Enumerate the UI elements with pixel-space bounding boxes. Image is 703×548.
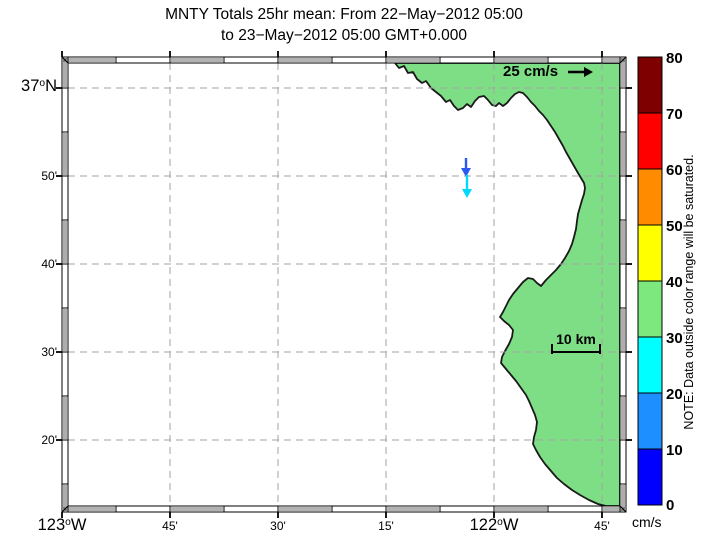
colorbar	[637, 56, 663, 506]
map-frame	[56, 51, 632, 518]
vector-scale-label: 25 cm/s	[503, 63, 559, 80]
x-tick-45b: 45'	[594, 519, 610, 533]
colorbar-segment	[637, 336, 663, 394]
plot-title-line1: MNTY Totals 25hr mean: From 22−May−2012 …	[165, 6, 523, 23]
frame-line	[61, 56, 69, 64]
colorbar-note: NOTE: Data outside color range will be s…	[682, 154, 696, 430]
cb-tick-80: 80	[666, 50, 683, 67]
colorbar-segment	[637, 224, 663, 282]
x-tick-30: 30'	[270, 519, 286, 533]
colorbar-segment	[637, 168, 663, 226]
graticule-grid	[68, 63, 620, 506]
y-tick-37N: 37oN	[21, 77, 57, 95]
colorbar-segment	[637, 448, 663, 506]
vector-scale-arrow	[568, 67, 593, 77]
land-polygon	[394, 62, 621, 507]
distance-scale-label: 10 km	[556, 331, 596, 347]
current-vector-cyan	[462, 175, 472, 198]
current-vector-blue	[461, 158, 471, 177]
cb-tick-70: 70	[666, 106, 683, 123]
x-tick-123W: 123oW	[37, 516, 87, 534]
frame-line	[61, 505, 69, 513]
colorbar-segment	[637, 56, 663, 114]
y-tick-40: 40'	[41, 257, 57, 271]
x-tick-45a: 45'	[162, 519, 178, 533]
y-tick-50: 50'	[41, 169, 57, 183]
colorbar-segment	[637, 112, 663, 170]
frame-line	[619, 56, 627, 64]
frame-line	[619, 505, 627, 513]
colorbar-segment	[637, 392, 663, 450]
cb-tick-10: 10	[666, 442, 683, 459]
cb-tick-30: 30	[666, 330, 683, 347]
x-tick-122W: 122oW	[469, 516, 519, 534]
cb-tick-60: 60	[666, 162, 683, 179]
cb-tick-50: 50	[666, 218, 683, 235]
colorbar-unit: cm/s	[632, 514, 662, 530]
y-tick-20: 20'	[41, 433, 57, 447]
plot-title-line2: to 23−May−2012 05:00 GMT+0.000	[220, 27, 468, 44]
colorbar-segment	[637, 280, 663, 338]
plot-title: MNTY Totals 25hr mean: From 22−May−2012 …	[62, 4, 626, 46]
distance-scale-bar	[551, 344, 601, 354]
y-tick-30: 30'	[41, 345, 57, 359]
x-tick-15: 15'	[378, 519, 394, 533]
cb-tick-0: 0	[666, 497, 675, 514]
cb-tick-40: 40	[666, 274, 683, 291]
cb-tick-20: 20	[666, 386, 683, 403]
